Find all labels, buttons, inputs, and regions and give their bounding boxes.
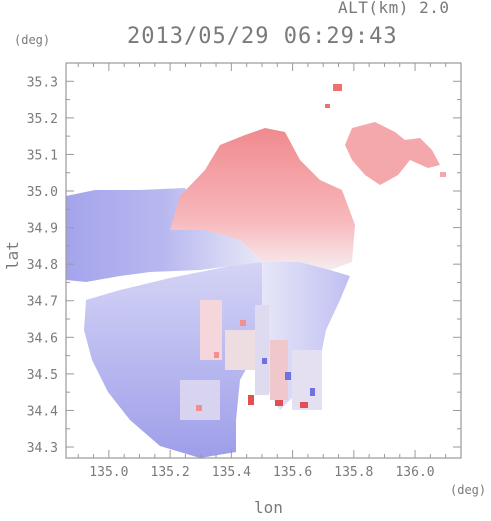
northeast-echo-b [325,104,330,108]
y-tick-label: 34.5 [27,368,58,383]
x-axis-label: lon [254,498,283,517]
x-unit-label: (deg) [450,483,487,497]
y-tick-label: 35.0 [27,185,58,200]
northeast-cluster [345,122,440,185]
y-unit-label: (deg) [14,33,51,47]
x-tick-label: 135.4 [212,465,251,480]
x-tick-label: 135.8 [334,465,373,480]
y-tick-label: 35.3 [27,75,58,90]
y-tick-label: 34.6 [27,331,58,346]
x-tick-label: 135.6 [273,465,312,480]
y-tick-label: 34.8 [27,258,58,273]
northeast-echo-a [333,84,342,91]
west-sector [66,188,262,282]
plot-frame [65,62,462,459]
northeast-echo-c [440,172,446,177]
timestamp-title: 2013/05/29 06:29:43 [127,24,398,49]
x-tick-label: 135.2 [151,465,190,480]
y-tick-label: 35.1 [27,148,58,163]
axis-ticks: 135.0 135.2 135.4 135.6 135.8 136.0 34.3 34.4 34… [27,63,461,480]
y-tick-label: 34.9 [27,222,58,237]
y-tick-label: 34.3 [27,441,58,456]
x-tick-label: 136.0 [395,465,434,480]
y-tick-label: 34.4 [27,404,58,419]
y-tick-label: 35.2 [27,112,58,127]
south-mixed-cells [180,300,322,420]
y-tick-label: 34.7 [27,295,58,310]
north-sector [170,128,355,270]
altitude-label: ALT(km) 2.0 [338,0,450,17]
x-tick-label: 135.0 [89,465,128,480]
